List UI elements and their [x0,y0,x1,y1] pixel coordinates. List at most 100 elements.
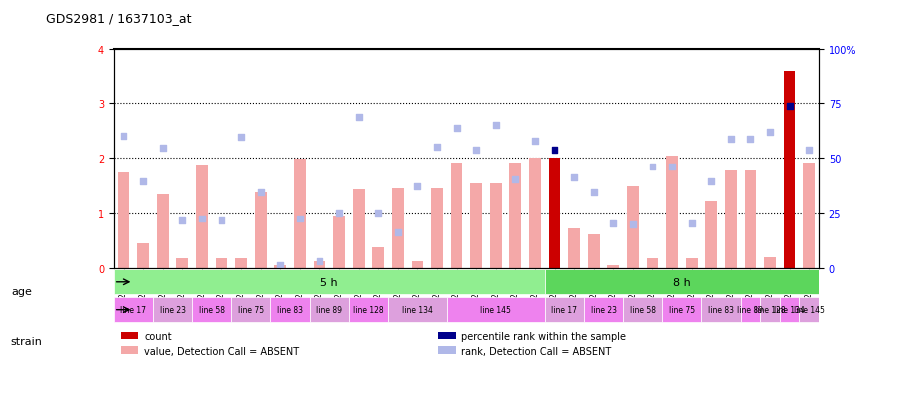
Text: line 128: line 128 [353,306,384,314]
Bar [216,259,228,268]
Bar [392,189,404,268]
Point [684,220,699,227]
Point [156,146,170,152]
Bar [255,193,267,268]
Bar [117,173,129,268]
FancyBboxPatch shape [741,297,760,323]
Text: value, Detection Call = ABSENT: value, Detection Call = ABSENT [144,346,299,356]
FancyBboxPatch shape [447,297,545,323]
Point [625,221,640,228]
FancyBboxPatch shape [192,297,231,323]
Text: line 23: line 23 [159,306,186,314]
Point [547,147,561,154]
Point [704,178,719,185]
Point [116,134,131,140]
FancyBboxPatch shape [623,297,662,323]
FancyBboxPatch shape [780,297,799,323]
Bar [372,247,384,268]
Bar [294,160,306,268]
Text: line 134: line 134 [402,306,433,314]
Point [508,176,522,183]
FancyBboxPatch shape [309,297,349,323]
Text: count: count [144,331,172,341]
Text: rank, Detection Call = ABSENT: rank, Detection Call = ABSENT [461,346,612,356]
FancyBboxPatch shape [545,297,584,323]
Bar [411,261,423,268]
Bar [177,259,188,268]
Point [430,145,444,151]
Point [763,129,777,136]
Text: line 83: line 83 [708,306,734,314]
Text: line 145: line 145 [794,306,824,314]
Point [469,147,483,154]
Point [293,216,308,222]
Bar [490,183,501,268]
Text: 8 h: 8 h [673,277,691,287]
Text: line 17: line 17 [551,306,577,314]
Bar [588,234,600,268]
Point [743,136,758,143]
Text: line 75: line 75 [238,306,264,314]
Bar [647,259,658,268]
FancyBboxPatch shape [799,297,819,323]
Bar [705,202,717,268]
Bar [333,216,345,268]
Bar [157,195,168,268]
Point [645,164,660,171]
Bar [686,259,698,268]
Text: line 58: line 58 [198,306,225,314]
Point [136,178,150,185]
Point [312,258,327,265]
Text: line 134: line 134 [774,306,805,314]
Text: line 17: line 17 [120,306,147,314]
Point [586,190,601,196]
Bar [725,171,737,268]
Bar [804,163,815,268]
Text: GDS2981 / 1637103_at: GDS2981 / 1637103_at [46,12,191,25]
Text: line 58: line 58 [630,306,656,314]
Text: age: age [11,286,32,296]
FancyBboxPatch shape [584,297,623,323]
Bar [431,189,443,268]
Text: line 145: line 145 [480,306,511,314]
Text: percentile rank within the sample: percentile rank within the sample [461,331,626,341]
Text: line 89: line 89 [737,306,763,314]
Text: line 89: line 89 [317,306,342,314]
Point [410,183,425,190]
Bar [568,229,580,268]
Text: strain: strain [11,336,43,346]
Point [802,147,816,154]
Bar [121,347,138,354]
Point [390,229,405,236]
FancyBboxPatch shape [545,270,819,294]
Bar [764,257,776,268]
Bar [439,332,456,339]
Bar [275,266,286,268]
FancyBboxPatch shape [231,297,270,323]
Bar [784,71,795,268]
Bar [608,266,619,268]
Point [450,126,464,132]
Point [723,136,738,143]
Bar [549,159,561,268]
Bar [196,166,207,268]
Point [567,175,581,181]
Point [195,216,209,222]
Text: line 75: line 75 [669,306,695,314]
Bar [137,244,149,268]
FancyBboxPatch shape [270,297,309,323]
Point [528,138,542,145]
Bar [439,347,456,354]
Bar [235,259,247,268]
Bar [510,163,521,268]
Bar [470,183,482,268]
FancyBboxPatch shape [349,297,388,323]
FancyBboxPatch shape [388,297,447,323]
Bar [529,159,541,268]
Bar [627,186,639,268]
Point [665,164,680,171]
FancyBboxPatch shape [662,297,702,323]
Text: line 128: line 128 [754,306,785,314]
Bar [666,156,678,268]
Point [175,217,189,223]
